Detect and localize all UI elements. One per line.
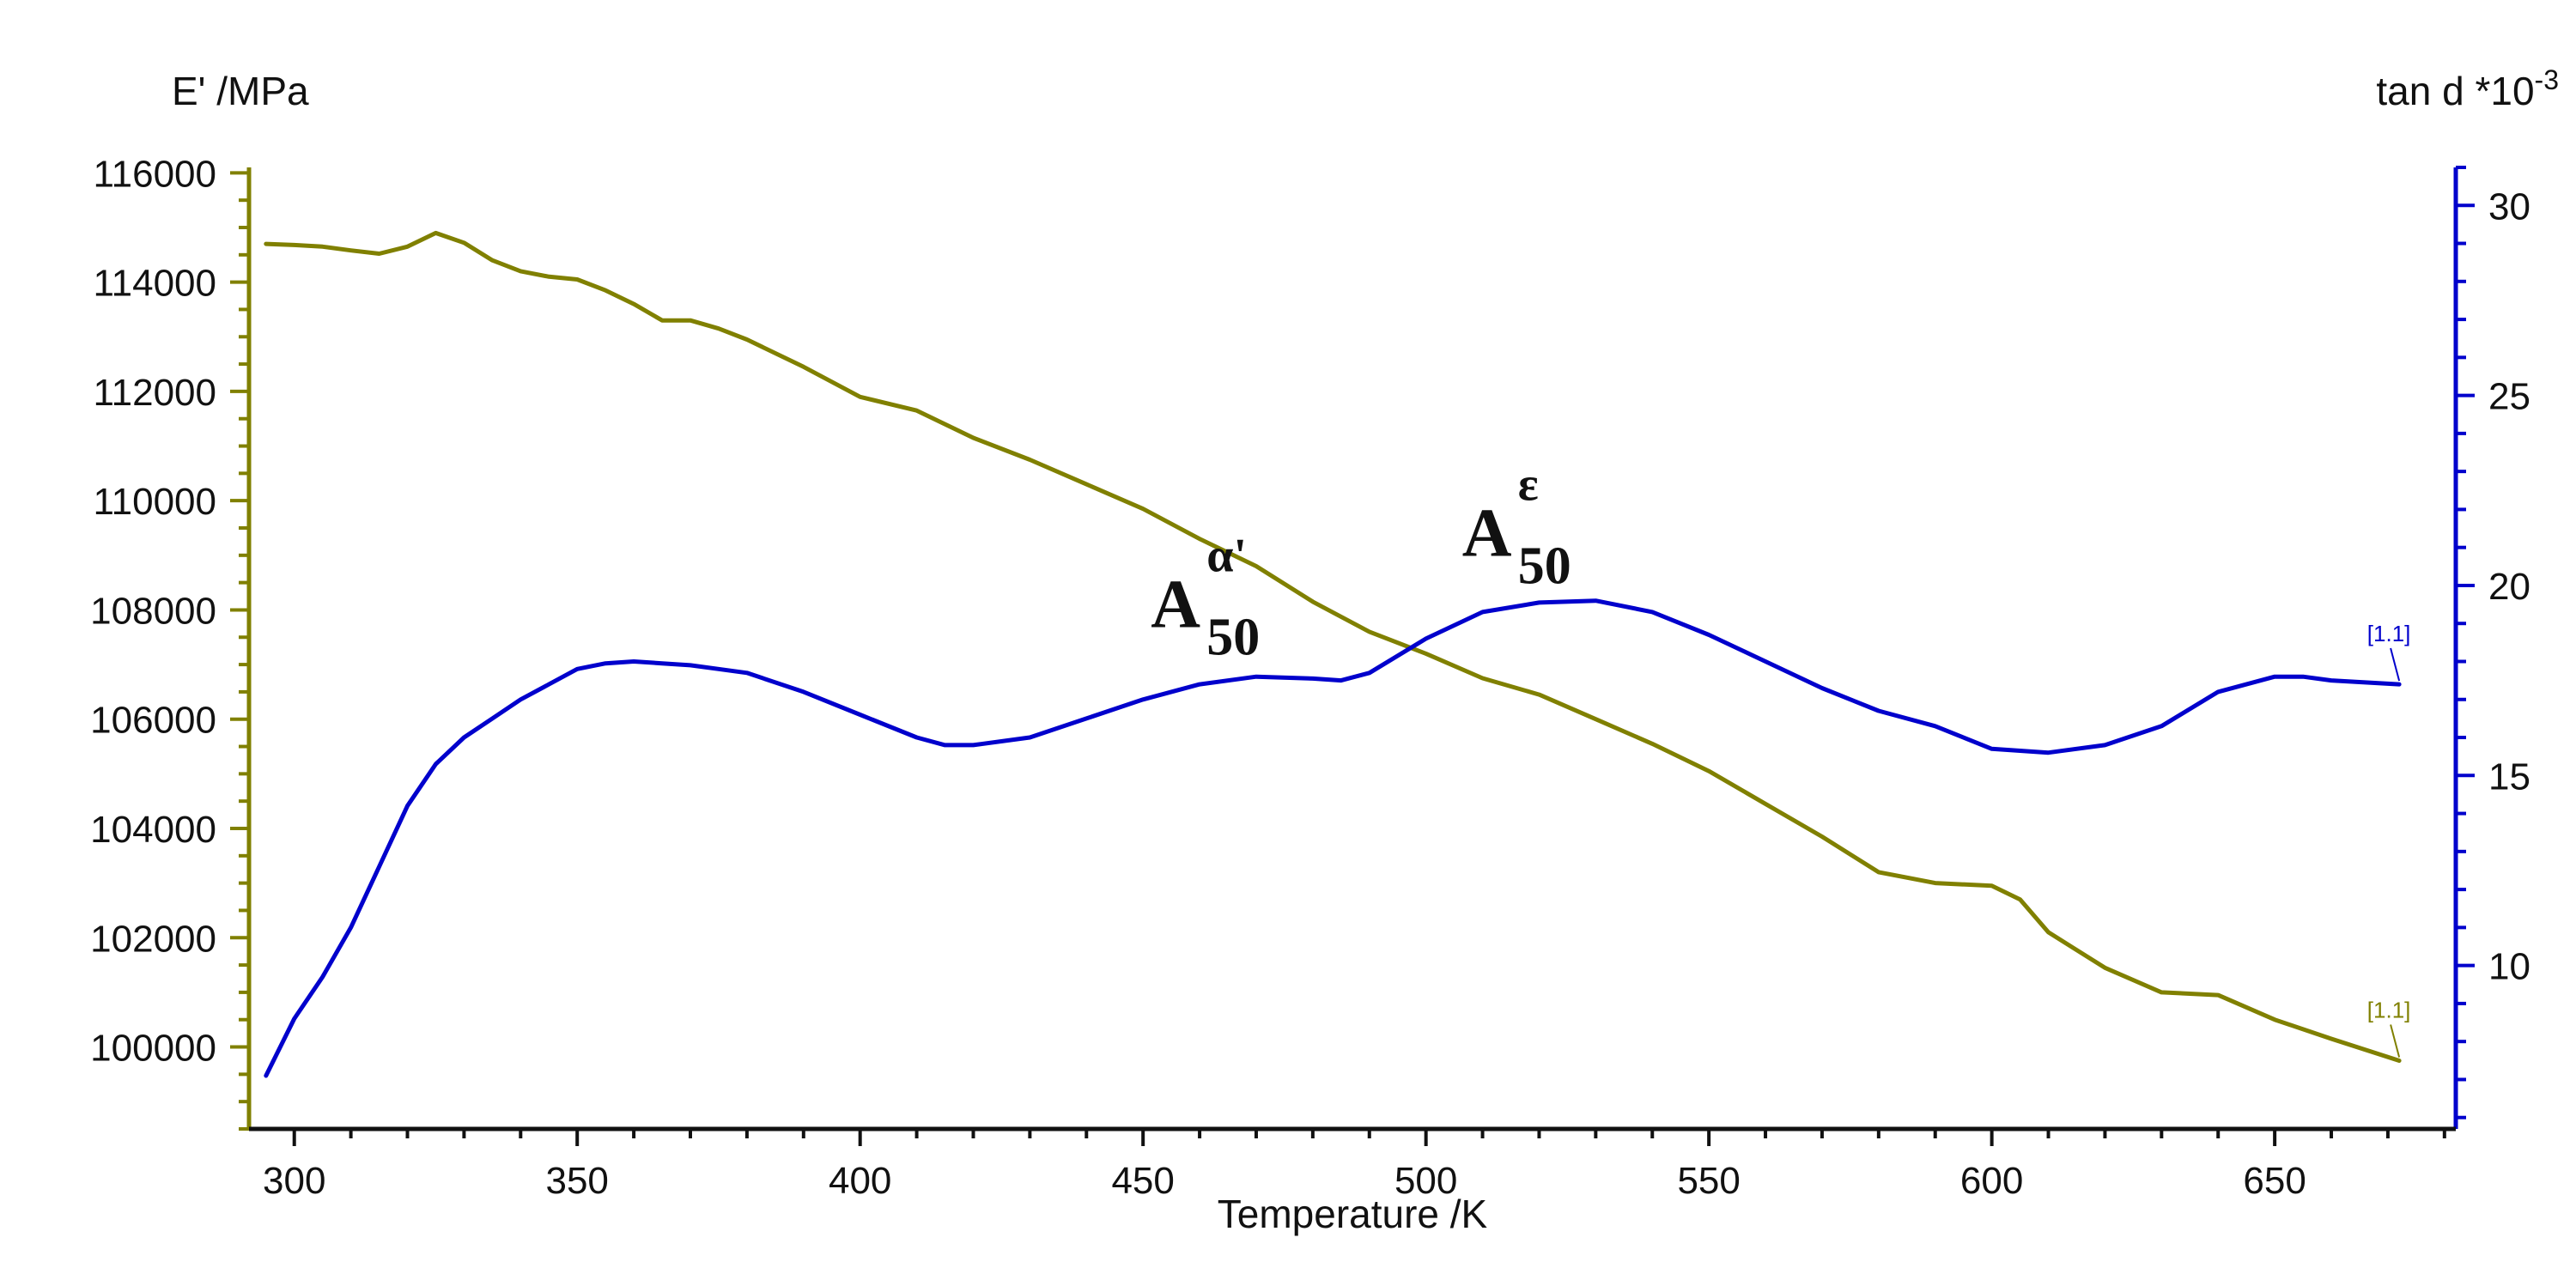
x-axis-tick-label: 550	[1677, 1160, 1740, 1202]
annotation-superscript: α'	[1206, 529, 1247, 582]
series-end-label: [1.1]	[2367, 621, 2411, 646]
left-axis-tick-label: 106000	[90, 700, 216, 742]
right-axis-title-exponent: -3	[2535, 64, 2559, 95]
x-axis-tick-label: 650	[2243, 1160, 2306, 1202]
plot-area: 100000 102000 104000 106000 108000 110000 1120…	[90, 153, 2530, 1202]
x-axis-tick-label: 500	[1394, 1160, 1457, 1202]
annotation-subscript: 50	[1518, 537, 1571, 596]
x-axis-tick-label: 300	[263, 1160, 325, 1202]
x-axis-tick-label: 450	[1111, 1160, 1174, 1202]
right-axis-tick-label: 20	[2488, 566, 2530, 608]
annotation-base: A	[1151, 567, 1200, 642]
annotation-superscript: ε	[1518, 458, 1539, 512]
x-axis-tick-label: 350	[545, 1160, 608, 1202]
right-axis-tick-label: 25	[2488, 376, 2530, 418]
left-axis-tick-label: 100000	[90, 1028, 216, 1070]
right-axis-tick-label: 30	[2488, 185, 2530, 228]
series-end-label: [1.1]	[2367, 997, 2411, 1022]
left-axis-tick-label: 108000	[90, 590, 216, 632]
annotation-base: A	[1462, 496, 1512, 572]
left-axis-tick-label: 110000	[93, 481, 216, 523]
right-axis-title: tan d *10-3	[2376, 64, 2559, 113]
x-axis-title: Temperature /K	[1218, 1192, 1488, 1236]
left-axis-tick-label: 116000	[93, 153, 216, 195]
x-axis-tick-label: 600	[1960, 1160, 2023, 1202]
right-axis-title-main: tan d *10	[2376, 69, 2534, 113]
left-axis-tick-label: 104000	[90, 809, 216, 851]
right-axis-tick-label: 15	[2488, 755, 2530, 798]
left-axis-tick-label: 112000	[93, 372, 216, 414]
left-axis-title: E' /MPa	[172, 69, 309, 113]
series-end-label-leader	[2390, 647, 2401, 682]
tan-delta-line	[264, 598, 2402, 1078]
x-axis-tick-label: 400	[829, 1160, 891, 1202]
left-axis-tick-label: 102000	[90, 918, 216, 960]
annotation-subscript: 50	[1206, 608, 1260, 666]
left-axis-tick-label: 114000	[93, 263, 216, 305]
series-end-label-leader	[2390, 1024, 2401, 1058]
right-axis-tick-label: 10	[2488, 946, 2530, 988]
storage-modulus-line	[264, 230, 2402, 1063]
